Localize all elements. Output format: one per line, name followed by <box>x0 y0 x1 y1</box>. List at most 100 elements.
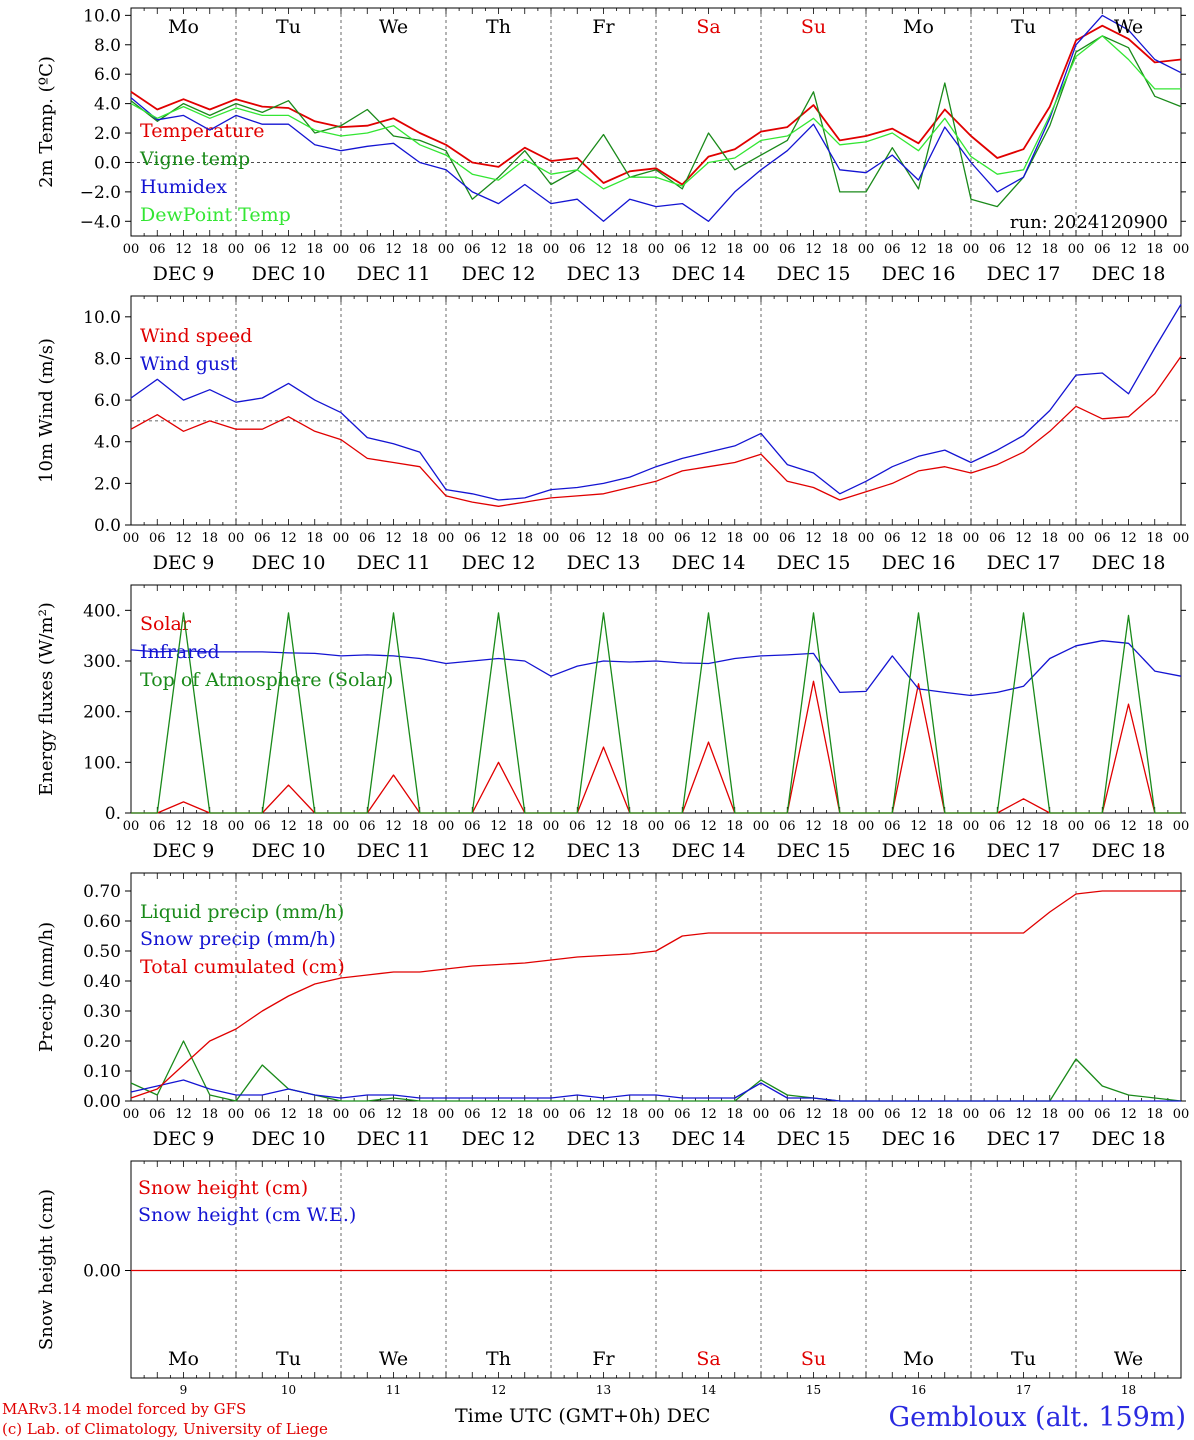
day-number: 17 <box>1016 1383 1031 1395</box>
x-hour-label: 12 <box>595 242 612 257</box>
x-hour-label: 00 <box>438 1107 455 1122</box>
x-hour-label: 00 <box>543 819 560 834</box>
x-hour-label: 00 <box>963 819 980 834</box>
date-label: DEC 14 <box>672 263 746 285</box>
y-tick-label: 300. <box>83 652 121 672</box>
x-hour-label: 06 <box>254 819 271 834</box>
x-hour-label: 18 <box>201 1107 218 1122</box>
x-hour-label: 06 <box>884 819 901 834</box>
date-label: DEC 12 <box>462 1128 536 1150</box>
x-hour-label: 06 <box>464 242 481 257</box>
x-hour-label: 00 <box>123 242 140 257</box>
y-tick-label: 0. <box>105 804 121 824</box>
date-label: DEC 15 <box>777 263 851 285</box>
x-hour-label: 18 <box>201 531 218 546</box>
y-axis-label: Precip (mm/h) <box>36 922 57 1052</box>
y-tick-label: −2.0 <box>80 183 121 203</box>
x-hour-label: 06 <box>989 531 1006 546</box>
x-hour-label: 00 <box>648 1107 665 1122</box>
x-hour-label: 12 <box>385 531 402 546</box>
y-tick-label: 100. <box>83 753 121 773</box>
date-label: DEC 12 <box>462 552 536 574</box>
x-hour-label: 06 <box>569 1107 586 1122</box>
x-hour-label: 12 <box>1015 242 1032 257</box>
y-tick-label: 10.0 <box>83 308 121 328</box>
legend-entry: Snow height (cm W.E.) <box>138 1204 356 1226</box>
x-hour-label: 18 <box>726 531 743 546</box>
day-name-top: Mo <box>903 16 934 38</box>
legend-entry: Solar <box>140 613 192 635</box>
x-hour-label: 12 <box>1120 1107 1137 1122</box>
x-hour-label: 00 <box>858 242 875 257</box>
x-hour-label: 06 <box>254 242 271 257</box>
date-label: DEC 17 <box>987 840 1061 862</box>
x-hour-label: 12 <box>805 531 822 546</box>
x-hour-label: 12 <box>700 242 717 257</box>
x-hour-label: 00 <box>858 531 875 546</box>
x-hour-label: 06 <box>359 531 376 546</box>
x-hour-label: 12 <box>910 242 927 257</box>
x-hour-label: 12 <box>385 819 402 834</box>
x-hour-label: 12 <box>385 242 402 257</box>
y-tick-label: 2.0 <box>94 474 121 494</box>
x-hour-label: 00 <box>333 819 350 834</box>
x-hour-label: 00 <box>543 531 560 546</box>
x-hour-label: 12 <box>490 819 507 834</box>
series-line <box>130 890 1181 1099</box>
day-name-top: We <box>1114 16 1143 38</box>
x-hour-label: 18 <box>936 1107 953 1122</box>
date-label: DEC 9 <box>153 552 215 574</box>
x-hour-label: 12 <box>1015 1107 1032 1122</box>
x-hour-label: 00 <box>228 819 245 834</box>
day-name-bottom: Tu <box>1011 1348 1036 1370</box>
x-hour-label: 06 <box>989 819 1006 834</box>
x-hour-label: 06 <box>989 1107 1006 1122</box>
x-hour-label: 18 <box>1146 531 1163 546</box>
x-hour-label: 18 <box>516 819 533 834</box>
x-hour-label: 12 <box>280 531 297 546</box>
date-label: DEC 13 <box>567 263 641 285</box>
x-hour-label: 00 <box>123 819 140 834</box>
x-hour-label: 00 <box>1173 1107 1190 1122</box>
x-hour-label: 18 <box>936 531 953 546</box>
x-hour-label: 18 <box>411 531 428 546</box>
date-label: DEC 12 <box>462 263 536 285</box>
x-hour-label: 18 <box>621 1107 638 1122</box>
legend-entry: Liquid precip (mm/h) <box>140 901 344 923</box>
y-tick-label: 2.0 <box>94 124 121 144</box>
x-hour-label: 06 <box>464 819 481 834</box>
x-hour-label: 06 <box>359 1107 376 1122</box>
date-label: DEC 16 <box>882 552 956 574</box>
x-hour-label: 18 <box>1041 531 1058 546</box>
x-hour-label: 18 <box>201 819 218 834</box>
x-hour-label: 18 <box>726 819 743 834</box>
legend-entry: Snow height (cm) <box>138 1177 308 1199</box>
x-hour-label: 06 <box>569 819 586 834</box>
date-label: DEC 10 <box>252 263 326 285</box>
x-hour-label: 18 <box>621 531 638 546</box>
date-label: DEC 16 <box>882 263 956 285</box>
x-hour-label: 00 <box>228 242 245 257</box>
x-hour-label: 18 <box>306 242 323 257</box>
date-label: DEC 13 <box>567 840 641 862</box>
legend-entry: Wind speed <box>140 325 252 347</box>
x-hour-label: 18 <box>411 1107 428 1122</box>
x-hour-label: 18 <box>831 819 848 834</box>
x-hour-label: 12 <box>700 531 717 546</box>
day-name-bottom: Fr <box>592 1348 615 1370</box>
x-hour-label: 00 <box>753 242 770 257</box>
day-name-bottom: We <box>379 1348 408 1370</box>
date-label: DEC 9 <box>153 263 215 285</box>
legend-entry: Snow precip (mm/h) <box>140 928 336 950</box>
day-name-bottom: Mo <box>168 1348 199 1370</box>
x-hour-label: 00 <box>753 1107 770 1122</box>
x-hour-label: 06 <box>464 1107 481 1122</box>
x-hour-label: 00 <box>438 531 455 546</box>
day-number: 13 <box>596 1383 611 1395</box>
model-credit: MARv3.14 model forced by GFS <box>2 1400 247 1418</box>
y-tick-label: 0.60 <box>83 912 121 932</box>
x-hour-label: 00 <box>123 1107 140 1122</box>
day-name-bottom: Sa <box>696 1348 720 1370</box>
y-tick-label: 10.0 <box>83 6 121 26</box>
x-hour-label: 18 <box>1041 819 1058 834</box>
